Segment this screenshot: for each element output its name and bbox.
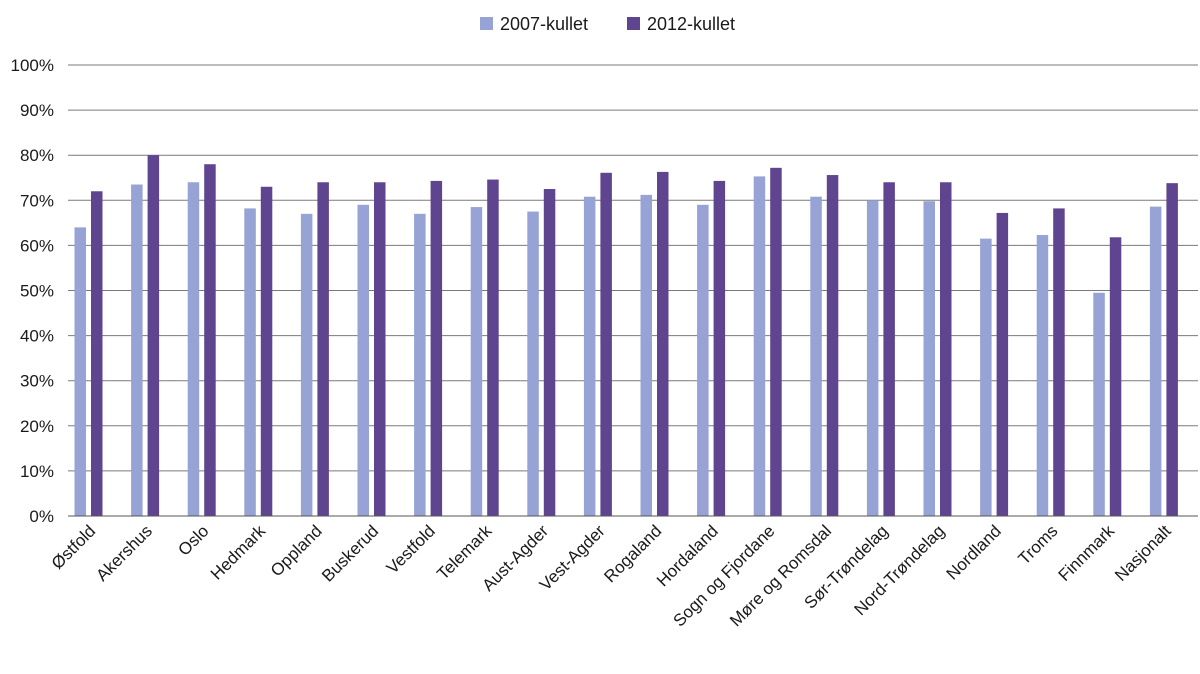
legend-label-2007: 2007-kullet	[500, 14, 588, 34]
y-tick-label: 80%	[20, 146, 54, 165]
bar-2012	[260, 186, 273, 516]
bar-2007	[527, 211, 539, 516]
bar-2007	[244, 208, 256, 516]
y-tick-label: 20%	[20, 417, 54, 436]
x-tick-label: Troms	[1014, 521, 1061, 568]
bar-2007	[980, 238, 992, 516]
bar-2007	[697, 204, 709, 516]
bar-2007	[131, 184, 143, 516]
x-tick-label: Nordland	[943, 521, 1005, 583]
y-axis: 0% 10% 20% 30% 40% 50% 60% 70% 80% 90% 100%	[11, 56, 54, 526]
bar-2012	[883, 182, 895, 516]
bar-2007	[187, 182, 200, 516]
bar-2007	[74, 227, 86, 517]
bar-2012	[657, 171, 669, 516]
x-tick-label: Oslo	[174, 521, 212, 559]
y-tick-label: 100%	[11, 56, 54, 75]
bar-2012	[374, 182, 386, 516]
bar-2012	[487, 179, 499, 516]
bar-2007	[414, 213, 426, 516]
x-tick-label: Hedmark	[207, 521, 270, 584]
bar-2012	[147, 155, 160, 516]
bar-2007	[1036, 235, 1049, 517]
bar-2012	[91, 191, 103, 516]
y-tick-label: 60%	[20, 236, 54, 255]
bar-2007	[810, 196, 822, 516]
y-tick-label: 0%	[29, 507, 54, 526]
x-tick-label: Vestfold	[383, 521, 439, 577]
bar-2012	[940, 182, 952, 516]
bar-2007	[923, 201, 935, 516]
bar-2012	[713, 180, 726, 517]
bar-2007	[300, 213, 313, 516]
bar-2007	[470, 207, 483, 516]
x-tick-label: Nasjonalt	[1111, 521, 1175, 585]
bar-2007	[1093, 292, 1105, 516]
bar-2012	[826, 175, 839, 516]
bar-2012	[996, 212, 1009, 517]
x-tick-label: Sogn og Fjordane	[670, 521, 779, 630]
bar-2012	[600, 172, 612, 516]
bar-2012	[204, 164, 216, 516]
x-tick-label: Østfold	[48, 521, 100, 573]
y-tick-label: 50%	[20, 282, 54, 301]
bar-2007	[357, 204, 369, 516]
y-tick-label: 90%	[20, 101, 54, 120]
y-tick-label: 70%	[20, 191, 54, 210]
bar-2012	[770, 167, 782, 516]
legend-swatch-2007	[480, 17, 493, 30]
legend-label-2012: 2012-kullet	[647, 14, 735, 34]
x-tick-label: Buskerud	[318, 521, 382, 585]
bar-2012	[1109, 237, 1122, 517]
bar-2007	[640, 194, 652, 516]
x-tick-label: Møre og Romsdal	[726, 521, 835, 630]
x-tick-label: Oppland	[267, 521, 326, 580]
bar-2007	[583, 196, 596, 516]
y-tick-label: 40%	[20, 327, 54, 346]
bar-2012	[430, 180, 443, 517]
bar-2012	[543, 189, 556, 516]
bar-2012	[1053, 208, 1065, 516]
y-tick-label: 10%	[20, 462, 54, 481]
bars	[74, 155, 1178, 517]
bar-2012	[1166, 183, 1178, 517]
gridlines	[68, 64, 1198, 472]
bar-2007	[866, 200, 879, 517]
x-tick-label: Finnmark	[1055, 521, 1119, 585]
legend: 2007-kullet 2012-kullet	[480, 14, 735, 34]
bar-2007	[753, 176, 766, 516]
bar-2007	[1149, 206, 1162, 516]
legend-swatch-2012	[627, 17, 640, 30]
y-tick-label: 30%	[20, 372, 54, 391]
x-tick-label: Akershus	[92, 521, 156, 585]
bar-2012	[317, 182, 329, 516]
